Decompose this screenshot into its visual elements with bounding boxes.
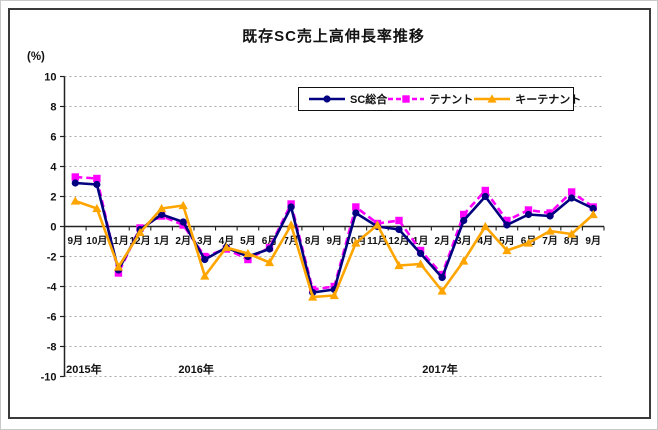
- svg-text:12月: 12月: [388, 235, 409, 247]
- svg-text:2: 2: [50, 192, 56, 204]
- legend-label: テナント: [429, 94, 474, 106]
- svg-text:9月: 9月: [68, 235, 84, 247]
- svg-text:2017年: 2017年: [422, 362, 457, 376]
- svg-text:11月: 11月: [367, 235, 388, 247]
- svg-text:8月: 8月: [305, 235, 321, 247]
- legend-label: SC総合: [350, 94, 388, 106]
- svg-text:2月: 2月: [434, 235, 450, 247]
- svg-text:10: 10: [44, 72, 56, 84]
- tenant-line-marker-icon: [387, 93, 425, 105]
- svg-text:8月: 8月: [564, 235, 580, 247]
- svg-text:9月: 9月: [326, 235, 342, 247]
- svg-text:5月: 5月: [499, 235, 515, 247]
- svg-text:-10: -10: [41, 372, 57, 384]
- svg-text:2016年: 2016年: [178, 362, 213, 376]
- chart-title: 既存SC売上高伸長率推移: [242, 28, 425, 45]
- svg-text:-8: -8: [47, 342, 57, 354]
- svg-text:5月: 5月: [240, 235, 256, 247]
- legend-item-sc-total: SC総合: [308, 91, 387, 107]
- chart-legend: SC総合 テナント キーテナント: [298, 87, 581, 111]
- svg-text:6: 6: [50, 132, 56, 144]
- legend-label: キーテナント: [515, 94, 582, 106]
- y-axis-unit-label: (%): [27, 51, 45, 63]
- svg-text:1月: 1月: [413, 235, 429, 247]
- legend-item-tenant: テナント: [387, 91, 473, 107]
- sc-total-line-marker-icon: [308, 93, 346, 105]
- svg-text:-4: -4: [47, 282, 58, 294]
- svg-text:3月: 3月: [197, 235, 213, 247]
- svg-text:-2: -2: [47, 252, 57, 264]
- svg-text:10月: 10月: [86, 235, 107, 247]
- svg-text:3月: 3月: [456, 235, 472, 247]
- svg-text:8: 8: [50, 102, 56, 114]
- svg-text:-6: -6: [47, 312, 57, 324]
- svg-text:9月: 9月: [585, 235, 601, 247]
- svg-text:2015年: 2015年: [66, 362, 101, 376]
- legend-item-key-tenant: キーテナント: [473, 91, 581, 107]
- svg-text:0: 0: [50, 222, 56, 234]
- svg-text:4月: 4月: [219, 235, 235, 247]
- svg-text:4: 4: [50, 162, 57, 174]
- svg-text:1月: 1月: [154, 235, 170, 247]
- svg-text:2月: 2月: [175, 235, 191, 247]
- svg-text:4月: 4月: [478, 235, 494, 247]
- key-tenant-line-marker-icon: [473, 93, 511, 105]
- svg-text:11月: 11月: [108, 235, 129, 247]
- svg-text:7月: 7月: [542, 235, 558, 247]
